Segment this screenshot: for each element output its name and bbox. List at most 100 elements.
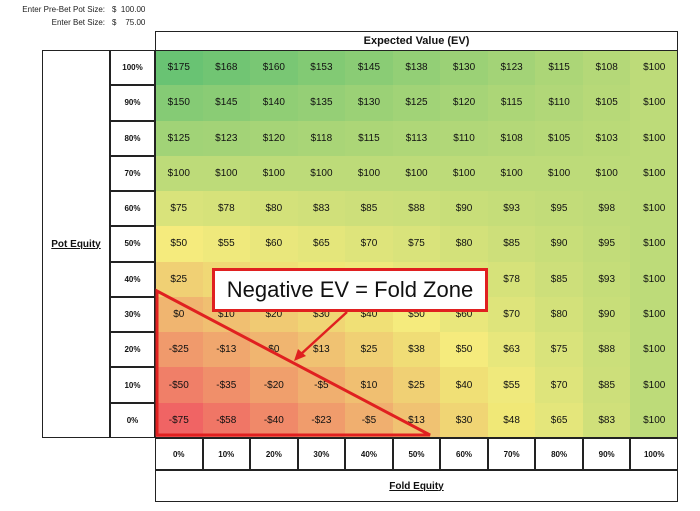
cell: $140: [250, 85, 298, 121]
cell: $135: [297, 85, 346, 121]
cell: $80: [250, 191, 298, 227]
cell: $65: [535, 402, 583, 438]
grid-border: [155, 50, 678, 438]
cell: $88: [582, 332, 631, 368]
cell: $93: [582, 261, 631, 297]
cell: $118: [297, 120, 346, 156]
cell: $145: [202, 85, 251, 121]
row-label: 0%: [110, 402, 155, 438]
cell: $145: [345, 50, 393, 86]
cell: $138: [392, 50, 441, 86]
cell: $120: [250, 120, 298, 156]
cell: $48: [487, 402, 536, 438]
cell: $55: [487, 367, 536, 403]
cell: $83: [297, 191, 346, 227]
column-label: 60%: [440, 438, 488, 470]
column-label: 50%: [392, 438, 441, 470]
cell: $100: [535, 155, 583, 192]
cell: $85: [582, 367, 631, 403]
row-label: 80%: [110, 120, 155, 156]
row-label: 10%: [110, 367, 155, 403]
cell: $98: [582, 191, 631, 227]
cell: $100: [250, 155, 298, 192]
cell: $108: [487, 120, 536, 156]
cell: $70: [487, 296, 536, 333]
cell: $100: [630, 50, 678, 86]
column-label: 90%: [582, 438, 631, 470]
cell: $110: [440, 120, 488, 156]
cell: $168: [202, 50, 251, 86]
cell: $60: [250, 226, 298, 262]
cell: $93: [487, 191, 536, 227]
cell: $100: [630, 191, 678, 227]
input-value: $ 100.00: [112, 5, 146, 14]
cell: $100: [630, 402, 678, 438]
row-label: 40%: [110, 261, 155, 297]
cell: $100: [345, 155, 393, 192]
cell: $115: [535, 50, 583, 86]
cell: $55: [202, 226, 251, 262]
cell: $75: [535, 332, 583, 368]
cell: $110: [535, 85, 583, 121]
cell: $70: [535, 367, 583, 403]
cell: $113: [392, 120, 441, 156]
cell: $63: [487, 332, 536, 368]
row-label: 20%: [110, 332, 155, 368]
cell: $70: [345, 226, 393, 262]
cell: $100: [630, 120, 678, 156]
cell: $123: [202, 120, 251, 156]
cell: $100: [630, 155, 678, 192]
cell: $130: [345, 85, 393, 121]
cell: $90: [582, 296, 631, 333]
cell: $103: [582, 120, 631, 156]
cell: $100: [202, 155, 251, 192]
cell: $150: [155, 85, 203, 121]
cell: $100: [630, 296, 678, 333]
cell: $125: [155, 120, 203, 156]
column-label: 10%: [202, 438, 251, 470]
cell: $125: [392, 85, 441, 121]
input-label: Enter Pre-Bet Pot Size:: [22, 5, 105, 14]
cell: $75: [392, 226, 441, 262]
cell: $50: [155, 226, 203, 262]
row-label: 70%: [110, 155, 155, 192]
cell: $78: [487, 261, 536, 297]
cell: $115: [345, 120, 393, 156]
cell: $65: [297, 226, 346, 262]
row-axis-label: Pot Equity: [42, 50, 110, 438]
cell: $100: [297, 155, 346, 192]
cell: $80: [535, 296, 583, 333]
cell: $100: [155, 155, 203, 192]
cell: $78: [202, 191, 251, 227]
cell: $80: [440, 226, 488, 262]
cell: $100: [440, 155, 488, 192]
cell: $83: [582, 402, 631, 438]
cell: $100: [630, 332, 678, 368]
cell: $160: [250, 50, 298, 86]
cell: $115: [487, 85, 536, 121]
cell: $95: [582, 226, 631, 262]
cell: $90: [440, 191, 488, 227]
cell: $175: [155, 50, 203, 86]
column-label: 100%: [630, 438, 678, 470]
cell: $75: [155, 191, 203, 227]
table-title: Expected Value (EV): [155, 31, 678, 51]
cell: $130: [440, 50, 488, 86]
cell: $100: [392, 155, 441, 192]
cell: $108: [582, 50, 631, 86]
row-label: 90%: [110, 85, 155, 121]
cell: $85: [487, 226, 536, 262]
column-axis-label: Fold Equity: [155, 470, 678, 502]
cell: $100: [630, 85, 678, 121]
input-value: $ 75.00: [112, 18, 146, 27]
cell: $50: [440, 332, 488, 368]
cell: $100: [487, 155, 536, 192]
cell: $95: [535, 191, 583, 227]
cell: $153: [297, 50, 346, 86]
cell: $100: [630, 226, 678, 262]
row-label: 60%: [110, 191, 155, 227]
row-label: 100%: [110, 50, 155, 86]
column-label: 80%: [535, 438, 583, 470]
cell: $40: [440, 367, 488, 403]
